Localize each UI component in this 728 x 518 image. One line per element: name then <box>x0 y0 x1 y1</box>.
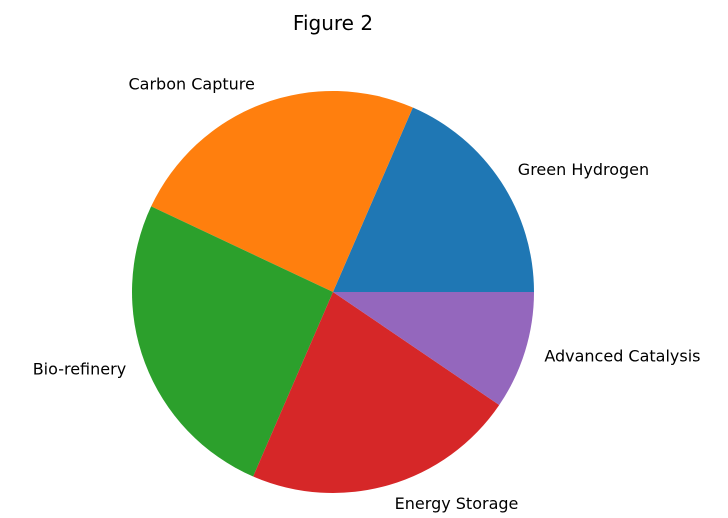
pie-label-advanced-catalysis: Advanced Catalysis <box>544 347 700 366</box>
pie-label-bio-refinery: Bio-refinery <box>33 360 126 379</box>
pie-label-carbon-capture: Carbon Capture <box>129 75 255 94</box>
pie-slice-advanced-catalysis <box>333 292 534 405</box>
pie-slices <box>131 91 534 494</box>
pie-label-green-hydrogen: Green Hydrogen <box>518 160 649 179</box>
pie-slice-bio-refinery <box>131 206 333 477</box>
pie-labels: Green Hydrogen Carbon Capture Bio-refinery… <box>33 75 701 513</box>
pie-slice-green-hydrogen <box>333 107 534 293</box>
pie-label-energy-storage: Energy Storage <box>395 494 519 513</box>
pie-slice-carbon-capture <box>151 91 413 292</box>
chart-title: Figure 2 <box>293 11 373 35</box>
pie-slice-energy-storage <box>253 292 500 494</box>
